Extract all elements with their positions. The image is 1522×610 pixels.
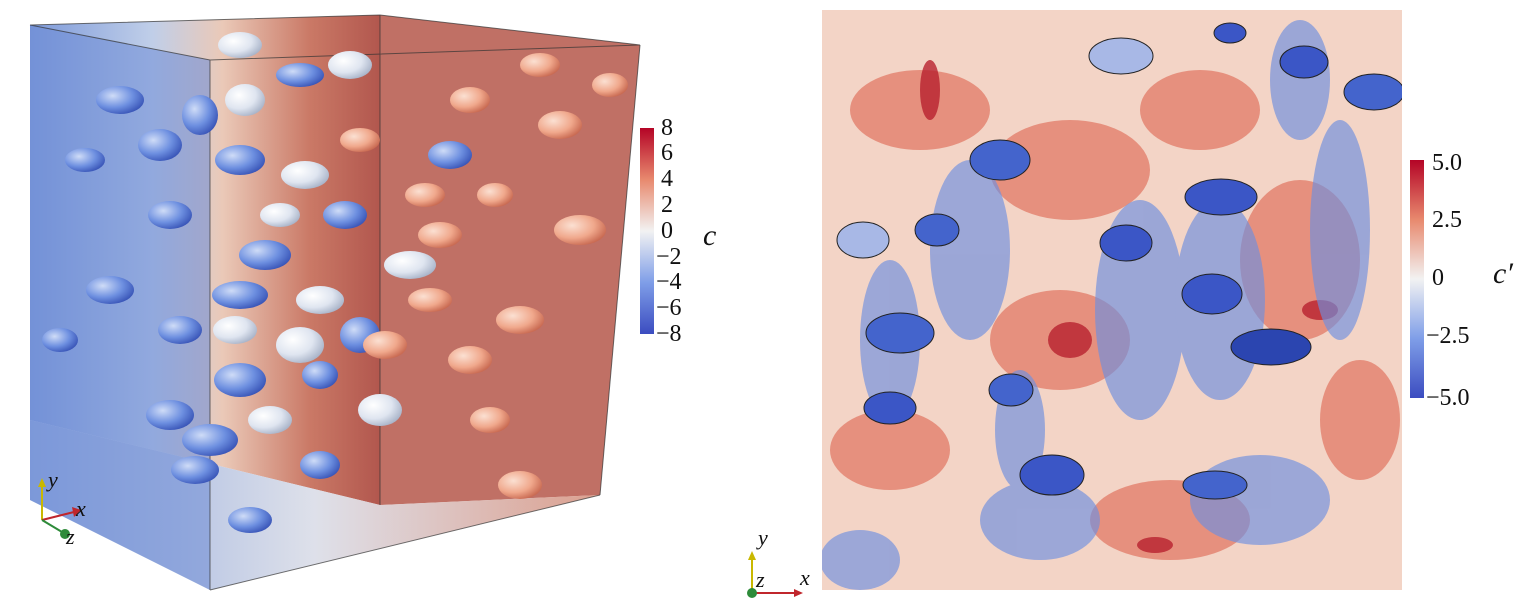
axis-label-y: y <box>756 525 768 550</box>
axis-label-z: z <box>65 524 75 549</box>
colorbar-variable-label: c′ <box>1493 257 1513 290</box>
axis-label-x: x <box>799 565 810 590</box>
cube-render: y x z 8 6 4 2 0 −2 −4 −6 −8 c <box>29 14 716 591</box>
colorbar-tick: −4 <box>656 269 682 295</box>
colorbar-c-prime: 5.0 2.5 0 −2.5 −5.0 c′ <box>1410 150 1513 411</box>
colorbar-tick: 2.5 <box>1432 207 1462 233</box>
colorbar-c: 8 6 4 2 0 −2 −4 −6 −8 c <box>640 115 716 347</box>
z-axis-dot-icon <box>60 529 70 539</box>
axis-label-x: x <box>75 496 86 521</box>
colorbar-tick: 0 <box>1432 265 1444 291</box>
colorbar-tick: 6 <box>661 140 673 166</box>
colorbar-tick: −5.0 <box>1426 385 1470 411</box>
slice-visualization-panel: y z x 5.0 2.5 0 −2.5 −5.0 c′ <box>740 0 1522 605</box>
slice-field <box>822 10 1402 590</box>
colorbar-gradient <box>640 128 654 334</box>
cube-right-face <box>380 15 640 505</box>
colorbar-variable-label: c <box>703 219 716 252</box>
slice-render: y z x 5.0 2.5 0 −2.5 −5.0 c′ <box>747 10 1513 598</box>
z-axis-dot-icon <box>747 588 757 598</box>
axis-label-y: y <box>46 467 58 492</box>
colorbar-tick: 2 <box>661 192 673 218</box>
bubbles <box>42 32 628 533</box>
colorbar-tick: 4 <box>661 166 673 192</box>
axes-triad: y x z <box>38 467 86 549</box>
colorbar-gradient <box>1410 160 1424 398</box>
colorbar-tick: 8 <box>661 115 673 141</box>
colorbar-tick: −8 <box>656 321 682 347</box>
axis-label-z: z <box>755 567 765 592</box>
colorbar-tick: −6 <box>656 295 682 321</box>
colorbar-tick: 5.0 <box>1432 150 1462 176</box>
colorbar-tick: 0 <box>661 218 673 244</box>
cube-visualization-panel: y x z 8 6 4 2 0 −2 −4 −6 −8 c <box>0 0 740 605</box>
axes-triad: y z x <box>747 525 810 598</box>
colorbar-tick: −2.5 <box>1426 323 1470 349</box>
colorbar-tick: −2 <box>656 244 682 270</box>
cube-edges <box>29 14 641 591</box>
